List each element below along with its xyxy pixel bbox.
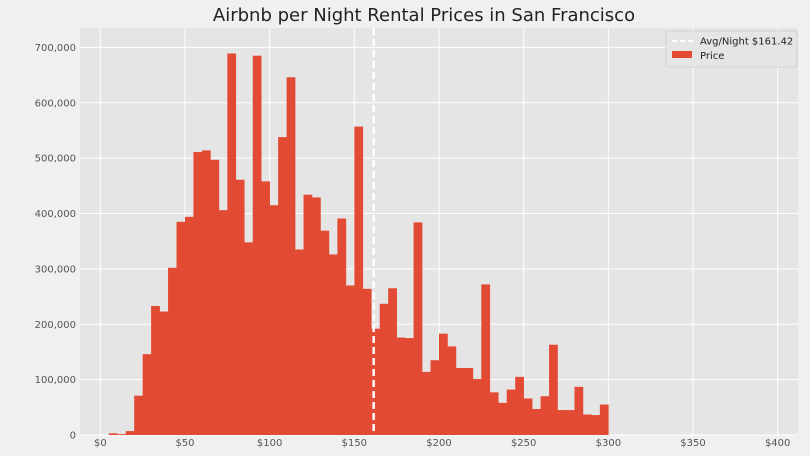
histogram-bar [515, 376, 524, 435]
legend-avg-label: Avg/Night $161.42 [700, 37, 793, 48]
histogram-bar [523, 398, 533, 435]
x-tick-label: $200 [426, 438, 451, 449]
legend: Avg/Night $161.42 Price [665, 30, 798, 68]
histogram-bar [210, 159, 220, 436]
histogram-bar [337, 218, 347, 435]
legend-price-swatch [672, 51, 692, 58]
histogram-bar [227, 53, 237, 435]
histogram-bar [117, 434, 127, 435]
histogram-bar [184, 216, 194, 435]
histogram-bar [176, 221, 186, 435]
y-tick-label: 500,000 [35, 154, 76, 165]
histogram-bar [455, 367, 465, 435]
histogram-bar [201, 150, 211, 435]
histogram-bar [320, 230, 330, 435]
histogram-bar [362, 288, 372, 435]
histogram-bar [388, 288, 397, 435]
x-tick-label: $50 [175, 438, 194, 449]
histogram-bar [532, 408, 541, 435]
x-tick-label: $100 [257, 438, 282, 449]
x-tick-label: $300 [596, 438, 621, 449]
histogram-bar [506, 389, 516, 435]
histogram-bar [405, 338, 414, 435]
histogram-bar [311, 197, 321, 435]
histogram-bar [134, 395, 143, 435]
histogram-bar [193, 152, 203, 436]
histogram-bar [244, 242, 254, 435]
histogram-bar [159, 311, 169, 435]
histogram-bar [599, 404, 609, 435]
histogram-bar [379, 303, 389, 435]
y-tick-label: 300,000 [35, 264, 76, 275]
y-tick-label: 400,000 [35, 209, 76, 220]
y-tick-label: 700,000 [35, 43, 76, 54]
y-tick-label: 200,000 [35, 320, 76, 331]
legend-box [665, 30, 798, 68]
x-tick-label: $150 [342, 438, 367, 449]
histogram-bar [354, 126, 364, 436]
histogram-bar [422, 371, 431, 435]
histogram-bar [582, 414, 592, 435]
y-tick-label: 600,000 [35, 98, 76, 109]
histogram-bar [142, 354, 152, 435]
histogram-bar [566, 410, 575, 435]
histogram-bar [481, 284, 491, 435]
tick-labels: $0 $50 $100 $150 $200 $250 $300 $350 $400 0 100,00… [35, 43, 791, 449]
histogram-bar [371, 328, 381, 435]
histogram-bar [345, 285, 355, 435]
y-tick-label: 100,000 [35, 375, 76, 386]
histogram-bar [151, 305, 160, 435]
histogram-bar [303, 194, 313, 435]
x-tick-label: $350 [680, 438, 705, 449]
histogram-bar [447, 346, 457, 435]
histogram-bar [125, 431, 135, 435]
histogram-bar [498, 402, 508, 435]
x-tick-label: $250 [511, 438, 536, 449]
histogram-bar [261, 181, 270, 435]
histogram-bar [549, 344, 558, 435]
histogram-bar [269, 205, 279, 435]
histogram-bar [218, 210, 228, 435]
histogram-bar [439, 333, 448, 435]
legend-price-label: Price [700, 51, 724, 62]
histogram-bar [278, 137, 287, 435]
histogram-bar [286, 77, 296, 435]
histogram-bar [540, 396, 550, 435]
histogram-bar [295, 249, 304, 435]
histogram-bar [489, 392, 499, 435]
histogram-bar [557, 410, 567, 435]
bars [108, 53, 609, 436]
histogram-bar [472, 379, 482, 435]
histogram-bar [252, 55, 262, 436]
histogram-bar [464, 367, 474, 435]
x-tick-label: $400 [765, 438, 790, 449]
histogram-bar [430, 360, 440, 435]
histogram-bar [235, 179, 245, 435]
x-tick-label: $0 [94, 438, 107, 449]
histogram-bar [168, 267, 177, 435]
y-tick-label: 0 [70, 431, 76, 442]
histogram-bar [413, 222, 423, 435]
histogram-bar [591, 415, 601, 435]
histogram-bar [108, 433, 118, 435]
histogram-bar [396, 337, 406, 435]
histogram-bar [328, 254, 338, 435]
chart-title: Airbnb per Night Rental Prices in San Fr… [213, 5, 635, 26]
histogram-bar [574, 386, 584, 435]
